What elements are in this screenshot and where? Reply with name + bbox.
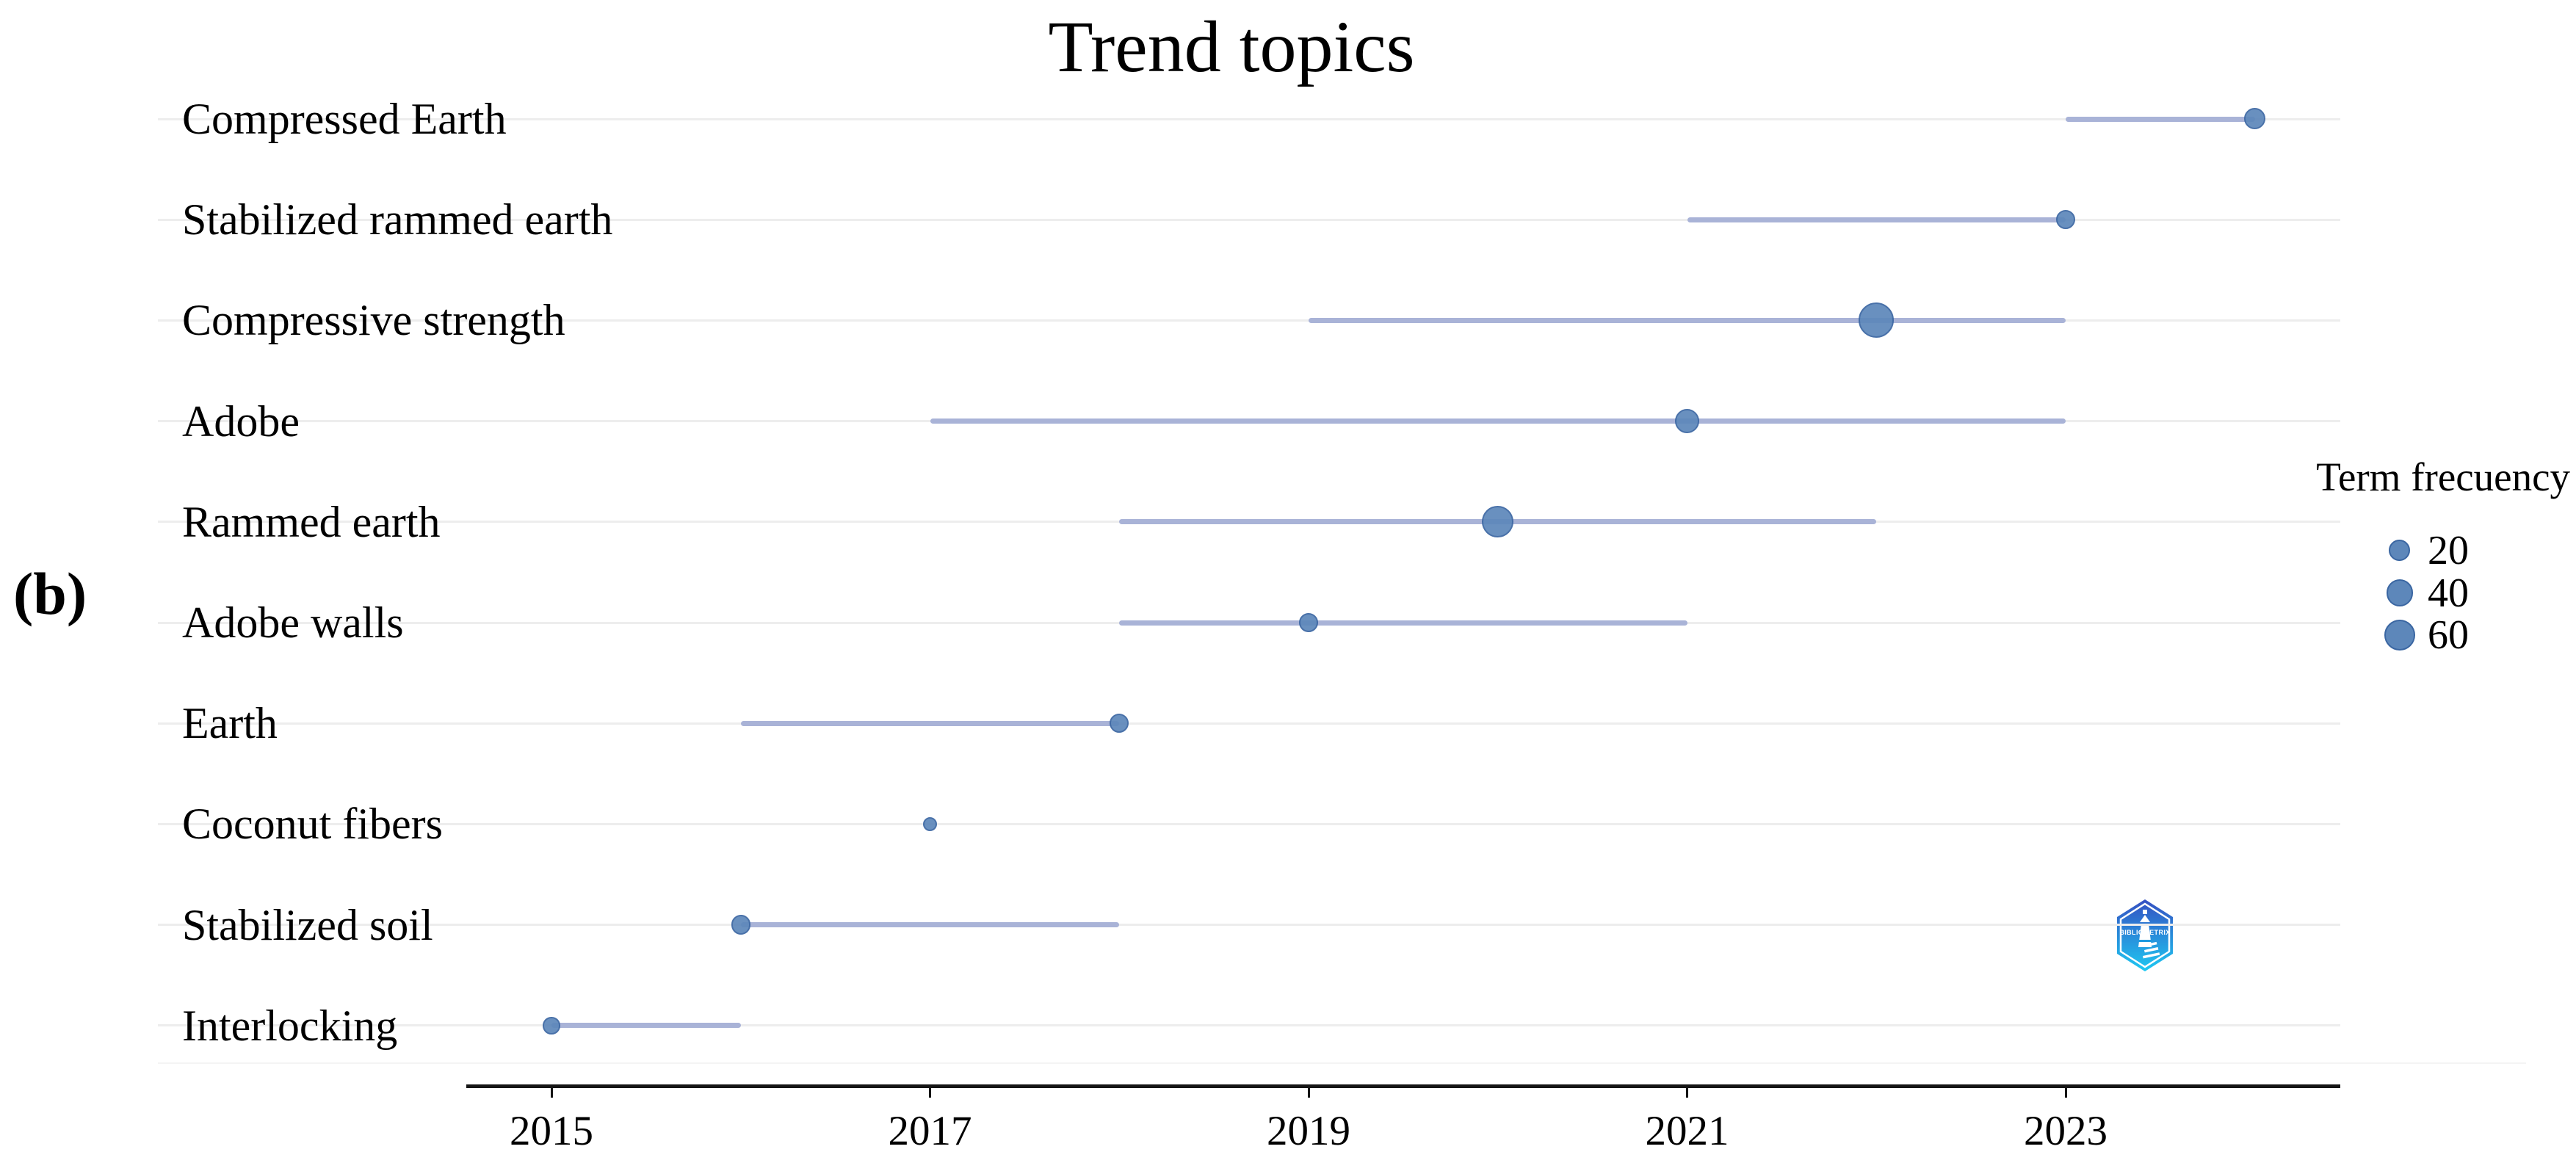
x-tick-label: 2021 — [1645, 1108, 1729, 1154]
logo-wordmark: BIBLIOMETRIX — [2119, 929, 2170, 936]
row-gridline — [158, 924, 2340, 927]
row-gridline — [158, 722, 2340, 725]
topic-median-dot — [1482, 506, 1514, 538]
topic-median-dot — [2244, 108, 2266, 130]
topic-median-dot — [1110, 713, 1129, 733]
row-gridline — [158, 117, 2340, 120]
topic-label: Adobe — [182, 396, 300, 446]
legend-item-label: 60 — [2428, 612, 2469, 658]
row-gridline — [158, 319, 2340, 322]
x-tick — [2064, 1088, 2067, 1098]
legend-size-dot — [2384, 619, 2416, 651]
legend-title: Term frecuency — [2316, 454, 2570, 499]
topic-median-dot — [543, 1017, 560, 1035]
x-tick — [929, 1088, 931, 1098]
x-tick — [550, 1088, 553, 1098]
logo-wave-2 — [2143, 947, 2159, 953]
legend-size-dot — [2389, 540, 2411, 562]
topic-label: Earth — [182, 699, 278, 748]
row-gridline — [158, 822, 2340, 825]
chart-title: Trend topics — [1048, 6, 1415, 87]
topic-label: Interlocking — [182, 1001, 398, 1050]
panel-bottom-line — [158, 1062, 2526, 1064]
logo-wave-1 — [2145, 941, 2157, 947]
x-tick-label: 2017 — [888, 1108, 972, 1154]
logo-wave-3 — [2142, 952, 2160, 959]
bibliometrix-logo: BIBLIOMETRIX — [2117, 899, 2173, 971]
legend-size-dot — [2386, 579, 2414, 606]
topic-median-dot — [731, 915, 750, 935]
x-tick — [1307, 1088, 1310, 1098]
x-tick-label: 2015 — [510, 1108, 593, 1154]
topic-median-dot — [1298, 612, 1319, 633]
topic-median-dot — [1674, 408, 1700, 434]
x-tick — [1686, 1088, 1688, 1098]
x-tick-label: 2023 — [2024, 1108, 2108, 1154]
topic-label: Compressed Earth — [182, 95, 507, 143]
logo-lighthouse-lamp — [2143, 910, 2147, 914]
x-axis-line — [466, 1084, 2340, 1088]
topic-label: Compressive strength — [182, 296, 565, 345]
legend-item-label: 20 — [2428, 528, 2469, 573]
topic-range-segment — [1119, 620, 1687, 626]
topic-range-segment — [1309, 317, 2066, 323]
topic-median-dot — [922, 816, 938, 832]
topic-label: Stabilized rammed earth — [182, 195, 613, 244]
x-tick-label: 2019 — [1267, 1108, 1350, 1154]
topic-range-segment — [930, 418, 2066, 424]
logo-hexagon-inner-border — [2119, 902, 2171, 968]
topic-range-segment — [2066, 116, 2255, 122]
logo-lighthouse-roof — [2140, 915, 2150, 922]
topic-range-segment — [740, 720, 1120, 726]
topic-label: Rammed earth — [182, 497, 441, 546]
row-gridline — [158, 1024, 2340, 1027]
topic-median-dot — [1859, 302, 1895, 338]
topic-label: Adobe walls — [182, 598, 404, 647]
row-gridline — [158, 218, 2340, 221]
topic-range-segment — [551, 1023, 741, 1029]
panel-label: (b) — [13, 560, 87, 627]
topic-range-segment — [1687, 217, 2066, 222]
topic-label: Coconut fibers — [182, 800, 443, 849]
logo-lighthouse-stripe — [2138, 940, 2152, 942]
topic-label: Stabilized soil — [182, 900, 433, 949]
topic-range-segment — [740, 922, 1120, 928]
topic-median-dot — [2055, 209, 2076, 230]
legend-item-label: 40 — [2428, 570, 2469, 616]
